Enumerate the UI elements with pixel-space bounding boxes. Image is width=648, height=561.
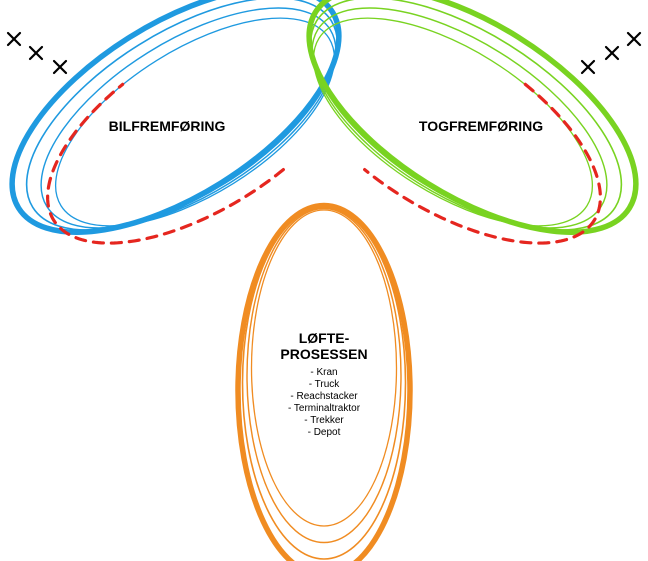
- venn-diagram: BILFREMFØRING TOGFREMFØRING LØFTE-PROSESSE…: [0, 0, 648, 561]
- x-marker: [582, 61, 594, 73]
- petal-right: [270, 0, 648, 281]
- petal-left: [0, 0, 378, 281]
- label-bottom-sub-5: - Depot: [308, 427, 341, 438]
- x-marker: [606, 47, 618, 59]
- label-bottom-sub-0: - Kran: [310, 367, 337, 378]
- label-bottom-sub-4: - Trekker: [304, 415, 344, 426]
- x-marker: [628, 33, 640, 45]
- label-bottom-sub-3: - Terminaltraktor: [288, 403, 361, 414]
- label-bottom-sub-2: - Reachstacker: [290, 391, 358, 402]
- label-bottom-sub-1: - Truck: [309, 379, 341, 390]
- x-marker: [8, 33, 20, 45]
- label-right: TOGFREMFØRING: [419, 118, 543, 134]
- petal-left-ring-1: [0, 0, 374, 276]
- petal-right-ring-1: [274, 0, 648, 276]
- label-left: BILFREMFØRING: [109, 118, 226, 134]
- label-bottom-1: LØFTE-: [299, 330, 350, 346]
- x-marker: [54, 61, 66, 73]
- x-marker: [30, 47, 42, 59]
- label-bottom-2: PROSESSEN: [280, 346, 367, 362]
